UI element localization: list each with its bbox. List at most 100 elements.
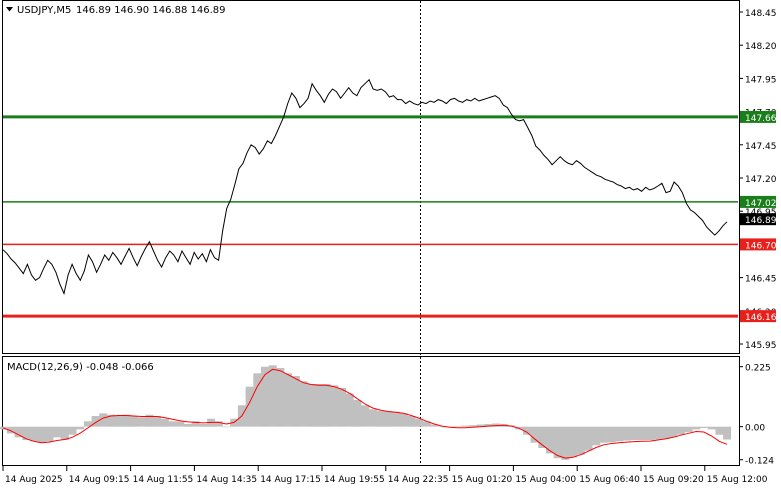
macd-histogram-bar <box>22 426 31 440</box>
time-tick-label: 14 Aug 19:55 <box>324 475 385 485</box>
macd-histogram-bar <box>438 426 447 428</box>
macd-histogram-bar <box>646 426 655 440</box>
time-tick-label: 14 Aug 17:15 <box>260 475 321 485</box>
macd-histogram-bar <box>376 410 385 427</box>
macd-histogram-bar <box>253 373 262 427</box>
macd-histogram-bar <box>399 413 408 427</box>
price-tick-label: 146.45 <box>745 275 777 285</box>
macd-histogram-bar <box>137 417 146 427</box>
macd-histogram-bar <box>353 400 362 427</box>
current-price-tag-bg <box>740 213 776 226</box>
macd-histogram-bar <box>160 418 169 427</box>
macd-histogram-bar <box>669 426 678 438</box>
macd-histogram-bar <box>561 426 570 460</box>
price-panel[interactable] <box>2 0 740 354</box>
macd-histogram-bar <box>83 421 92 427</box>
macd-histogram-bar <box>407 416 416 427</box>
macd-histogram-bar <box>584 426 593 451</box>
level-tag-bg <box>740 310 776 323</box>
macd-histogram-bar <box>592 426 601 446</box>
price-tick-label: 147.45 <box>745 142 777 152</box>
macd-histogram-bar <box>6 426 15 434</box>
time-tick-label: 15 Aug 09:20 <box>643 475 704 485</box>
macd-histogram-bar <box>299 381 308 427</box>
macd-histogram-bar <box>307 384 316 427</box>
time-tick-label: 14 Aug 2025 <box>5 475 63 485</box>
macd-histogram-bar <box>638 426 647 440</box>
macd-histogram-bar <box>330 385 339 427</box>
price-series-line <box>2 78 728 296</box>
macd-histogram-bar <box>176 421 185 427</box>
macd-histogram-bar <box>461 425 470 427</box>
macd-histogram-bar <box>361 405 370 427</box>
macd-histogram-bar <box>338 388 346 427</box>
macd-histogram-bar <box>53 426 62 438</box>
macd-histogram-bar <box>214 421 223 427</box>
macd-histogram-bar <box>599 426 608 443</box>
macd-histogram-bar <box>392 411 400 427</box>
macd-histogram-bar <box>569 426 578 458</box>
macd-histogram-bar <box>45 426 54 442</box>
macd-histogram-bar <box>692 426 701 430</box>
macd-histogram-bar <box>37 426 46 443</box>
macd-histogram-bar <box>422 421 431 427</box>
macd-histogram-bar <box>268 365 277 427</box>
macd-histogram-bar <box>122 414 131 427</box>
macd-histogram-bar <box>130 416 139 427</box>
macd-histogram-bar <box>453 426 462 427</box>
macd-histogram-bar <box>522 426 531 435</box>
time-tick-label: 15 Aug 04:00 <box>515 475 576 485</box>
time-tick-label: 14 Aug 22:35 <box>388 475 449 485</box>
price-tick-label: 147.20 <box>745 175 777 185</box>
macd-histogram-bar <box>153 416 162 427</box>
macd-histogram-bar <box>368 409 377 427</box>
macd-histogram-bar <box>107 414 115 427</box>
time-tick-label: 15 Aug 01:20 <box>452 475 513 485</box>
macd-histogram-bar <box>661 426 670 439</box>
macd-histogram-bar <box>700 426 708 428</box>
macd-tick-label: -0.124 <box>745 457 774 467</box>
price-tick-label: 145.95 <box>745 341 777 351</box>
macd-histogram-bar <box>546 426 554 454</box>
time-tick-label: 14 Aug 09:15 <box>69 475 130 485</box>
macd-histogram-bar <box>276 368 285 427</box>
macd-histogram-bar <box>199 424 208 427</box>
time-tick-label: 14 Aug 11:55 <box>133 475 194 485</box>
macd-histogram-bar <box>222 426 231 428</box>
macd-histogram-bar <box>653 426 662 440</box>
macd-histogram-bar <box>284 373 293 427</box>
macd-histogram-bar <box>261 366 269 427</box>
macd-tick-label: 0.225 <box>745 364 771 374</box>
level-tag-label: 147.66 <box>745 114 777 124</box>
level-tag-label: 147.02 <box>745 199 777 209</box>
macd-histogram-bar <box>676 426 685 435</box>
macd-histogram-bar <box>384 411 393 427</box>
macd-histogram-bar <box>615 426 624 442</box>
macd-histogram-bar <box>623 426 631 441</box>
macd-histogram-bar <box>76 426 85 430</box>
ohlc-values: 146.89 146.90 146.88 146.89 <box>76 5 226 16</box>
level-tag-label: 146.70 <box>745 241 777 251</box>
level-tag-label: 146.16 <box>745 313 777 323</box>
macd-histogram-bar <box>484 424 493 427</box>
macd-histogram-bar <box>91 416 100 427</box>
macd-histogram-bar <box>60 426 69 440</box>
macd-histogram-bar <box>184 424 192 427</box>
macd-histogram-bar <box>291 376 300 427</box>
macd-histogram-bar <box>314 384 323 427</box>
level-tag-bg <box>740 195 776 208</box>
time-tick-label: 15 Aug 12:00 <box>707 475 768 485</box>
time-tick-label: 14 Aug 14:35 <box>196 475 257 485</box>
macd-histogram-bar <box>30 426 38 442</box>
macd-histogram-bar <box>99 413 108 427</box>
macd-histogram-bar <box>415 418 424 427</box>
macd-histogram-bar <box>476 424 485 427</box>
macd-histogram-bar <box>630 426 639 440</box>
macd-histogram-bar <box>576 426 585 455</box>
macd-histogram-bar <box>723 426 732 440</box>
macd-histogram-bar <box>469 425 477 427</box>
macd-tick-label: 0.00 <box>745 424 765 434</box>
triangle-down-icon[interactable] <box>6 7 13 12</box>
price-tick-label: 148.45 <box>745 9 777 19</box>
